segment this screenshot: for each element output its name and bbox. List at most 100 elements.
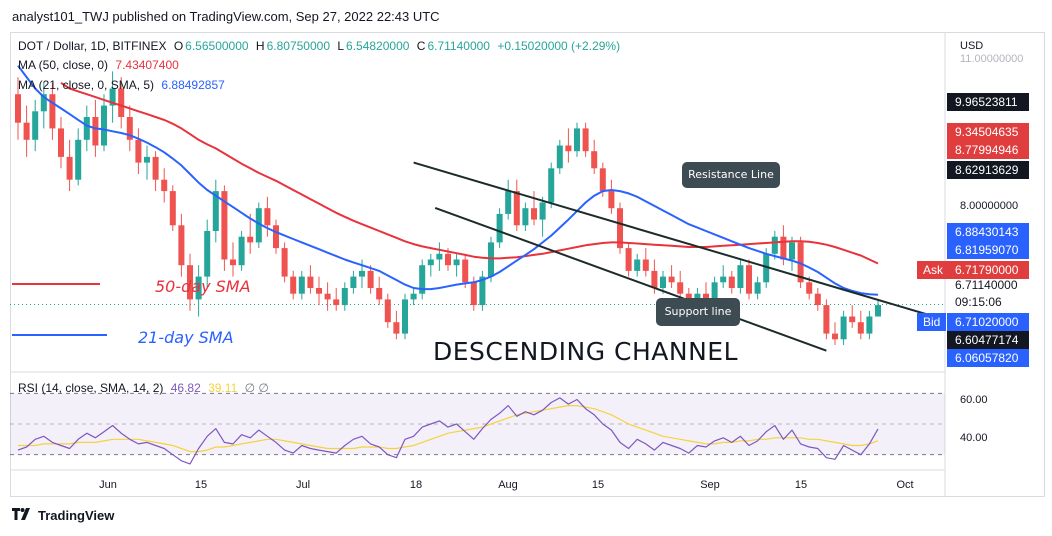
candle-body xyxy=(591,151,598,169)
annotation-pattern: DESCENDING CHANNEL xyxy=(433,337,738,366)
price-tag: 6.81959070 xyxy=(947,241,1029,259)
candle-body xyxy=(14,94,22,123)
annotation-resistance: Resistance Line xyxy=(682,162,780,188)
candle-body xyxy=(720,276,727,283)
footer-brand: TradingView xyxy=(38,508,115,523)
price-tag: 6.71140000 xyxy=(955,278,1018,292)
candle-body xyxy=(247,236,254,243)
candle-body xyxy=(642,259,649,271)
candle-body xyxy=(264,208,271,226)
candle-body xyxy=(186,265,194,300)
footer: TradingView xyxy=(12,508,114,523)
candle-body xyxy=(599,168,606,192)
candle-body xyxy=(728,276,735,288)
high-label: H xyxy=(255,39,265,53)
time-tick: Jul xyxy=(296,479,310,491)
high-value: 6.80750000 xyxy=(266,39,330,53)
support-line xyxy=(434,206,827,352)
rsi-legend: RSI (14, close, SMA, 14, 2) 46.82 39.11 … xyxy=(18,381,269,395)
candle-body xyxy=(565,145,572,152)
ma21-legend: MA (21, close, 0, SMA, 5) 6.88492857 xyxy=(18,78,225,92)
rsi-sma-line xyxy=(18,405,879,453)
tradingview-logo-icon xyxy=(12,508,32,523)
currency-label: USD xyxy=(960,40,983,52)
candle-body xyxy=(333,299,340,306)
candle-body xyxy=(668,276,675,283)
candle-body xyxy=(814,293,821,306)
candle-body xyxy=(487,242,495,277)
candle-body xyxy=(797,242,804,283)
annotation-sma21: 21-day SMA xyxy=(138,328,234,347)
candle-body xyxy=(358,270,366,277)
ma21-value: 6.88492857 xyxy=(161,78,225,92)
candle-body xyxy=(324,293,331,300)
time-tick: 15 xyxy=(195,479,207,491)
candle-body xyxy=(505,191,512,214)
candle-body xyxy=(462,259,469,283)
candle-body xyxy=(272,225,280,249)
candle-body xyxy=(479,276,486,306)
candle-body xyxy=(384,299,391,323)
candle-body xyxy=(238,236,245,266)
candle-body xyxy=(350,276,357,288)
candle-body xyxy=(290,276,297,294)
ask-label: Ask xyxy=(917,261,950,279)
price-tick: 8.00000000 xyxy=(960,200,1018,212)
open-label: O xyxy=(173,39,184,53)
candle-body xyxy=(651,270,658,288)
candle-body xyxy=(221,191,228,260)
time-tick: Jun xyxy=(99,479,117,491)
candle-body xyxy=(513,191,520,226)
ma50-value: 7.43407400 xyxy=(115,58,179,72)
candle-body xyxy=(40,94,47,112)
candle-body xyxy=(169,191,176,226)
candle-body xyxy=(556,145,563,169)
chart-frame xyxy=(10,32,1045,497)
candle-body xyxy=(548,168,555,203)
time-tick: Oct xyxy=(896,479,913,491)
candle-body xyxy=(255,208,262,243)
candle-body xyxy=(49,94,56,129)
candle-body xyxy=(298,276,305,294)
rsi-line xyxy=(17,397,879,465)
candle-body xyxy=(866,316,873,334)
time-tick: Sep xyxy=(700,479,720,491)
candle-body xyxy=(616,208,624,249)
candle-body xyxy=(307,276,314,288)
price-tag: 9.96523811 xyxy=(947,93,1029,111)
candle-body xyxy=(874,305,882,317)
candle-body xyxy=(195,276,202,300)
ma21-label: MA (21, close, 0, SMA, 5) xyxy=(18,78,155,92)
candle-body xyxy=(118,88,125,117)
candle-body xyxy=(100,105,108,146)
candle-body xyxy=(109,88,116,106)
change-value: +0.15020000 (+2.29%) xyxy=(497,39,621,53)
candle-body xyxy=(23,122,30,140)
candle-body xyxy=(57,128,65,157)
publish-info: analyst101_TWJ published on TradingView.… xyxy=(12,9,440,24)
candle-body xyxy=(659,276,667,288)
candle-body xyxy=(754,282,761,294)
annotation-support: Support line xyxy=(656,298,740,326)
resistance-line xyxy=(413,161,927,316)
visibility-icon[interactable]: ∅ ∅ xyxy=(244,381,269,395)
candle-body xyxy=(539,202,546,220)
candle-body xyxy=(401,299,409,334)
candle-body xyxy=(634,259,641,271)
bid-label: Bid xyxy=(917,313,947,331)
price-tag: 6.06057820 xyxy=(947,349,1029,367)
price-tag: 8.62913629 xyxy=(947,161,1029,179)
candle-body xyxy=(806,282,813,294)
candle-body xyxy=(857,322,864,334)
candle-body xyxy=(711,282,718,300)
rsi-sma-value: 39.11 xyxy=(208,381,238,395)
rsi-tick: 40.00 xyxy=(960,432,988,444)
candle-body xyxy=(780,236,787,260)
candle-body xyxy=(341,288,348,306)
price-tag: 6.88430143 xyxy=(947,223,1029,241)
candle-body xyxy=(582,128,589,152)
time-tick: 15 xyxy=(795,479,807,491)
candle-body xyxy=(453,259,460,266)
candle-body xyxy=(496,213,503,243)
annotation-sma50: 50-day SMA xyxy=(155,277,251,296)
